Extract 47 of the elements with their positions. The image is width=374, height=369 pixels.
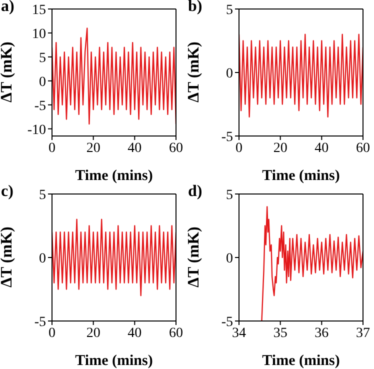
chart-title: d) <box>188 183 202 201</box>
y-tick-label: 0 <box>226 66 233 82</box>
y-tick-label: 5 <box>226 188 233 203</box>
y-axis-title: ΔT (mK) <box>0 42 16 102</box>
x-tick-label: 60 <box>169 326 183 341</box>
x-tick-label: 60 <box>356 140 370 156</box>
y-tick-label: -5 <box>34 98 46 114</box>
x-tick-label: 35 <box>273 326 288 341</box>
y-tick-label: 0 <box>39 251 46 266</box>
x-tick-label: 34 <box>232 326 246 341</box>
y-tick-label: -10 <box>27 122 46 138</box>
line-series <box>52 28 176 125</box>
y-tick-label: -5 <box>221 314 233 330</box>
x-axis-title: Time (mins) <box>75 353 153 369</box>
line-series <box>52 218 176 296</box>
y-axis-title: ΔT (mK) <box>186 42 203 102</box>
x-tick-label: 20 <box>86 326 100 341</box>
chart-title: b) <box>188 0 202 16</box>
x-tick-label: 0 <box>48 140 56 156</box>
y-tick-label: 5 <box>226 2 233 18</box>
y-axis-title: ΔT (mK) <box>186 226 203 288</box>
x-axis-title: Time (mins) <box>262 353 340 369</box>
x-tick-label: 0 <box>236 140 242 156</box>
chart-title: a) <box>1 0 14 16</box>
x-tick-label: 20 <box>86 140 100 156</box>
line-series <box>261 206 363 321</box>
line-series <box>239 34 363 118</box>
x-axis-title: Time (mins) <box>75 168 153 184</box>
x-tick-label: 36 <box>314 326 329 341</box>
x-tick-label: 60 <box>169 140 183 156</box>
x-tick-label: 0 <box>48 326 56 341</box>
chart-title: c) <box>1 183 14 201</box>
x-tick-label: 20 <box>273 140 288 156</box>
y-tick-label: 0 <box>39 74 46 90</box>
y-axis-title: ΔT (mK) <box>0 226 16 288</box>
x-tick-label: 40 <box>128 326 142 341</box>
y-tick-label: -5 <box>221 130 233 145</box>
y-tick-label: 0 <box>226 251 233 266</box>
y-tick-label: 5 <box>39 50 46 66</box>
y-tick-label: -5 <box>34 314 46 330</box>
x-axis-title: Time (mins) <box>262 168 340 184</box>
x-tick-label: 40 <box>314 140 329 156</box>
y-tick-label: 15 <box>32 2 46 18</box>
y-tick-label: 5 <box>39 188 46 203</box>
x-tick-label: 40 <box>128 140 142 156</box>
y-tick-label: 10 <box>32 26 46 42</box>
x-tick-label: 37 <box>356 326 370 341</box>
